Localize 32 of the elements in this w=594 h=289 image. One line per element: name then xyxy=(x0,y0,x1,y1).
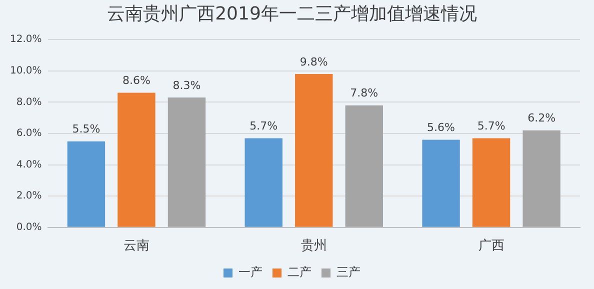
data-label: 5.5% xyxy=(72,122,100,136)
bar xyxy=(244,138,282,227)
bar xyxy=(472,138,510,227)
bar xyxy=(422,140,460,227)
x-tick-label: 广西 xyxy=(478,238,504,254)
bar xyxy=(67,141,106,227)
bar xyxy=(168,98,206,227)
bar xyxy=(345,105,383,227)
chart-title: 云南贵州广西2019年一二三产增加值增速情况 xyxy=(107,3,477,24)
y-tick-label: 8.0% xyxy=(16,96,42,108)
x-tick-label: 云南 xyxy=(123,238,150,254)
legend-label: 三产 xyxy=(336,265,360,280)
data-label: 5.6% xyxy=(427,121,456,134)
bar xyxy=(118,92,156,227)
data-label: 7.8% xyxy=(350,86,378,100)
y-tick-label: 10.0% xyxy=(10,65,42,76)
data-label: 5.7% xyxy=(477,120,506,133)
y-tick-label: 12.0% xyxy=(10,34,42,46)
bar xyxy=(295,74,333,227)
data-label: 8.3% xyxy=(172,78,201,92)
y-tick-label: 0.0% xyxy=(16,222,42,233)
legend-label: 一产 xyxy=(238,265,262,280)
y-tick-label: 2.0% xyxy=(16,190,42,202)
data-label: 9.8% xyxy=(300,55,328,68)
data-label: 5.7% xyxy=(250,120,278,133)
y-tick-label: 6.0% xyxy=(16,128,42,140)
x-tick-label: 贵州 xyxy=(300,238,327,254)
data-label: 6.2% xyxy=(528,112,556,125)
data-label: 8.6% xyxy=(122,74,150,88)
legend-label: 二产 xyxy=(288,265,312,280)
bar xyxy=(522,130,560,227)
y-tick-label: 4.0% xyxy=(16,159,42,170)
